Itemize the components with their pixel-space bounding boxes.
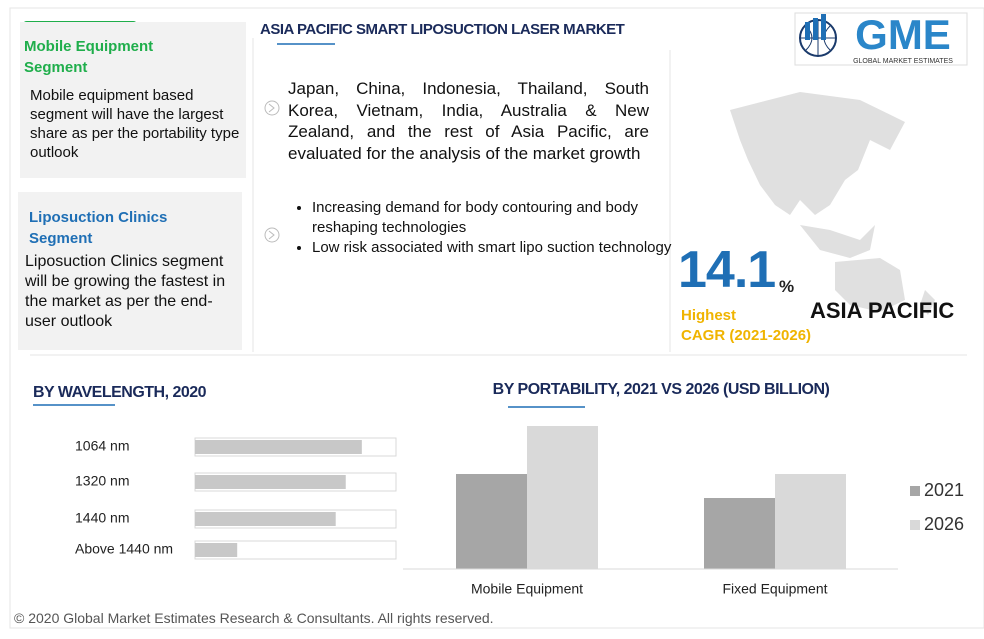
frame [9, 7, 984, 629]
chart-title: BY WAVELENGTH, 2020 [33, 384, 207, 401]
stat-region: ASIA PACIFIC [810, 298, 955, 323]
description: Japan, China, Indonesia, Thailand, South… [288, 79, 649, 163]
category-label: 1064 nm [75, 438, 129, 454]
stat-label: Highest [681, 307, 737, 324]
legend-swatch [910, 520, 920, 530]
segment-title: Mobile Equipment Segment [24, 38, 154, 76]
bar [704, 498, 775, 569]
bullet-list: Increasing demand for body contouring an… [270, 198, 672, 258]
category-label: Above 1440 nm [75, 541, 173, 557]
legend-label: 2021 [924, 480, 964, 500]
arrow-icon [264, 100, 280, 243]
stat-unit: % [779, 277, 795, 296]
category-label: 1320 nm [75, 473, 129, 489]
bar [195, 543, 238, 557]
bar [527, 426, 598, 569]
x-tick-label: Fixed Equipment [722, 581, 827, 597]
segment-card [20, 22, 246, 178]
legend-swatch [910, 486, 920, 496]
bullet: Increasing demand for body contouring an… [312, 198, 672, 238]
segment-card [18, 192, 242, 350]
header-title: ASIA PACIFIC SMART LIPOSUCTION LASER MAR… [260, 21, 625, 38]
footer: © 2020 Global Market Estimates Research … [14, 610, 494, 626]
stat-value: 14.1 [678, 241, 776, 299]
logo-icon: GME GLOBAL MARKET ESTIMATES [794, 11, 968, 66]
bar [456, 474, 527, 569]
segment-title: Liposuction Clinics Segment [29, 209, 168, 247]
bullet: Low risk associated with smart lipo suct… [312, 238, 672, 258]
map [730, 92, 935, 315]
bar [195, 475, 346, 489]
stat-label: CAGR (2021-2026) [681, 327, 812, 344]
logo: GME [855, 11, 951, 58]
bar [195, 440, 362, 454]
legend-label: 2026 [924, 514, 964, 534]
bar [195, 512, 336, 526]
segment-text: Liposuction Clinics segment will be grow… [25, 253, 226, 330]
bar [775, 474, 846, 569]
segment-text: Mobile equipment based segment will have… [30, 87, 240, 161]
logo-subtitle: GLOBAL MARKET ESTIMATES [853, 58, 953, 65]
category-label: 1440 nm [75, 510, 129, 526]
chart-title: BY PORTABILITY, 2021 VS 2026 (USD BILLIO… [493, 381, 830, 398]
x-tick-label: Mobile Equipment [471, 581, 583, 597]
